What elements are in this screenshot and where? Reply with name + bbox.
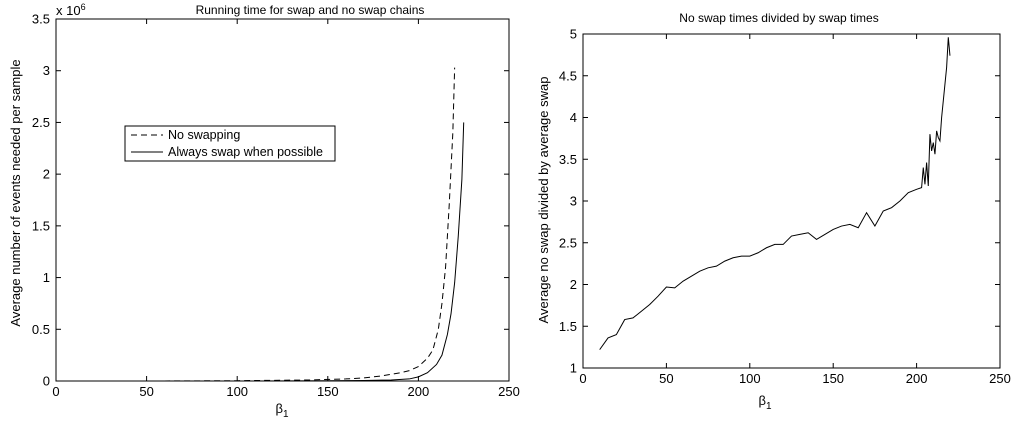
chart-running-time: 0 50 100 150 200 250 0 0.5 1 1.5 2 2.5 3 3.5 Running… [8, 2, 520, 420]
x-tick-label: 50 [659, 371, 673, 386]
y-tick-label: 2 [570, 277, 577, 292]
exponent-power: 6 [81, 2, 86, 12]
y-tick-label: 3 [570, 194, 577, 209]
y-tick-label: 2.5 [32, 115, 50, 130]
y-tick-label: 1 [43, 270, 50, 285]
x-ticks-1: 0 50 100 150 200 250 [52, 19, 520, 399]
y-tick-label: 4 [570, 110, 577, 125]
y-tick-label: 4.5 [559, 68, 577, 83]
legend-box [124, 125, 336, 162]
plot-area-1 [55, 18, 510, 382]
y-tick-label: 0 [43, 374, 50, 389]
x-tick-label: 0 [579, 371, 586, 386]
y-tick-label: 5 [570, 27, 577, 42]
y-axis-label-1: Average number of events needed per samp… [8, 59, 23, 326]
x-axis-label-1: β1 [275, 401, 288, 420]
legend: No swapping Always swap when possible [124, 125, 336, 162]
series-line-2 [74, 122, 465, 382]
x-tick-label: 150 [317, 384, 339, 399]
legend-label-always-swap: Always swap when possible [168, 145, 323, 159]
x-axis-label-sub-2: 1 [766, 401, 772, 412]
y-tick-label: 3.5 [32, 12, 50, 27]
x-tick-label: 250 [989, 371, 1011, 386]
y-tick-label: 3.5 [559, 152, 577, 167]
plot-area-2 [582, 33, 1001, 369]
y-axis-label-2: Average no swap divided by average swap [536, 77, 551, 324]
y-tick-label: 3 [43, 63, 50, 78]
y-tick-label: 1 [570, 361, 577, 376]
x-ticks-2: 0 50 100 150 200 250 [579, 34, 1011, 386]
x-tick-label: 150 [822, 371, 844, 386]
exponent-base: x 10 [56, 3, 81, 18]
chart-ratio: 0 50 100 150 200 250 1 1.5 2 2.5 3 3.5 4 4.5 5 No swa… [536, 11, 1011, 412]
series-line-1 [74, 67, 456, 382]
x-tick-label: 100 [226, 384, 248, 399]
y-tick-label: 0.5 [32, 322, 50, 337]
y-tick-label: 2 [43, 167, 50, 182]
series-line-1 [599, 37, 951, 350]
x-tick-label: 100 [739, 371, 761, 386]
y-tick-label: 2.5 [559, 235, 577, 250]
x-axis-label-main-1: β [275, 401, 282, 416]
x-tick-label: 200 [906, 371, 928, 386]
x-tick-label: 200 [408, 384, 430, 399]
x-axis-label-main-2: β [758, 393, 765, 408]
x-axis-label-sub-1: 1 [283, 409, 289, 420]
chart-title-2: No swap times divided by swap times [679, 11, 878, 25]
x-tick-label: 250 [498, 384, 520, 399]
series-group-1 [74, 67, 465, 382]
legend-label-no-swapping: No swapping [168, 128, 240, 142]
x-tick-label: 50 [139, 384, 153, 399]
y-tick-label: 1.5 [559, 319, 577, 334]
exponent-label: x 106 [56, 2, 86, 18]
x-axis-label-2: β1 [758, 393, 771, 412]
y-tick-label: 1.5 [32, 218, 50, 233]
x-tick-label: 0 [52, 384, 59, 399]
chart-title-1: Running time for swap and no swap chains [196, 3, 425, 17]
y-ticks-1: 0 0.5 1 1.5 2 2.5 3 3.5 [32, 12, 509, 389]
series-group-2 [599, 37, 951, 350]
y-ticks-2: 1 1.5 2 2.5 3 3.5 4 4.5 5 [559, 27, 1000, 376]
